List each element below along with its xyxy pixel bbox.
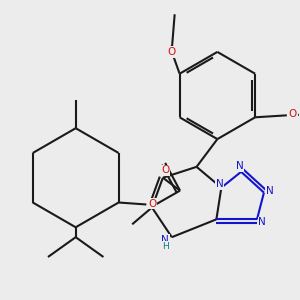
Text: N: N bbox=[216, 179, 224, 189]
Text: O: O bbox=[148, 199, 156, 208]
Text: O: O bbox=[161, 165, 169, 175]
Text: H: H bbox=[162, 242, 169, 250]
Text: N: N bbox=[236, 161, 244, 171]
Text: O: O bbox=[289, 110, 297, 119]
Text: N: N bbox=[266, 186, 274, 196]
Text: O: O bbox=[167, 47, 175, 57]
Text: N: N bbox=[259, 217, 266, 227]
Text: N: N bbox=[161, 235, 169, 245]
